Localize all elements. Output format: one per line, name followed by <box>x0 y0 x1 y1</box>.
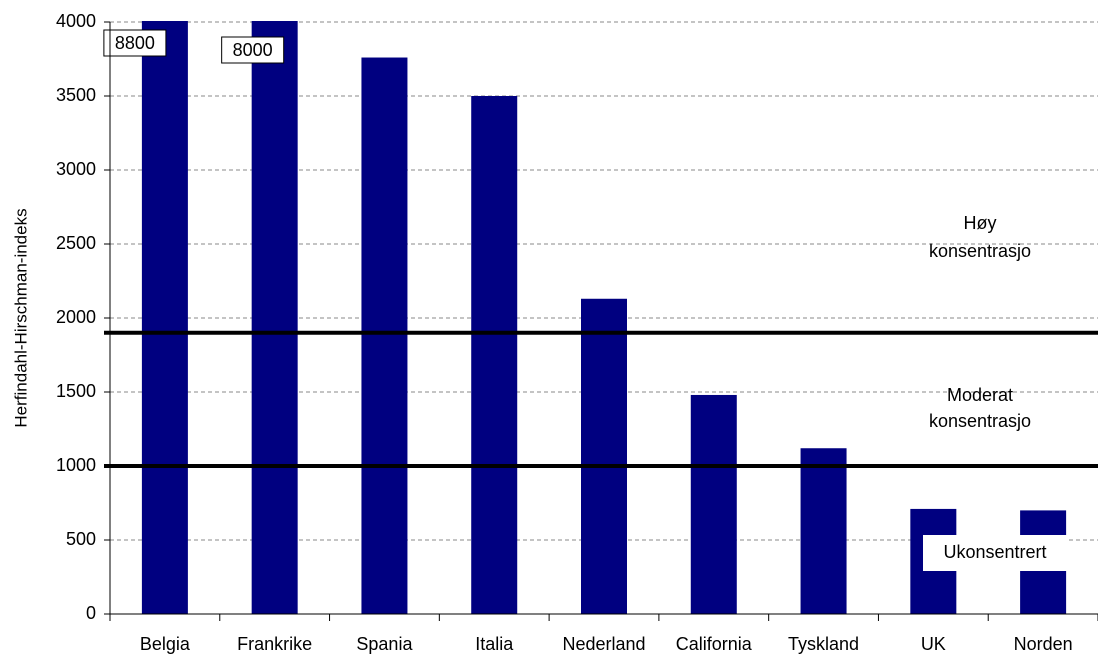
y-tick-label: 2000 <box>56 307 96 327</box>
annotation: konsentrasjo <box>929 411 1031 431</box>
annotation: Moderat <box>947 385 1013 405</box>
y-axis-label: Herfindahl-Hirschman-indeks <box>11 208 30 427</box>
y-tick-label: 3000 <box>56 159 96 179</box>
value-label: 8000 <box>233 40 273 60</box>
bar <box>581 298 627 614</box>
bar <box>361 57 408 614</box>
x-tick-label: UK <box>921 634 946 654</box>
x-tick-label: Spania <box>356 634 413 654</box>
bar <box>471 96 518 614</box>
y-tick-label: 2500 <box>56 233 96 253</box>
x-tick-label: Tyskland <box>788 634 859 654</box>
x-tick-label: Norden <box>1014 634 1073 654</box>
x-tick-label: California <box>676 634 753 654</box>
annotation: Ukonsentrert <box>943 542 1046 562</box>
bar <box>141 21 188 614</box>
y-tick-label: 1000 <box>56 455 96 475</box>
x-tick-label: Frankrike <box>237 634 312 654</box>
bar <box>800 448 847 614</box>
plot-area <box>141 21 1067 614</box>
value-label: 8800 <box>115 33 155 53</box>
bar <box>690 394 737 614</box>
value-label-box <box>103 29 167 57</box>
annotation: Høy <box>964 213 997 233</box>
annotation-box <box>923 535 1067 571</box>
y-tick-label: 1500 <box>56 381 96 401</box>
y-tick-label: 0 <box>86 603 96 623</box>
y-tick-label: 500 <box>66 529 96 549</box>
y-tick-label: 4000 <box>56 11 96 31</box>
y-tick-label: 3500 <box>56 85 96 105</box>
x-tick-label: Italia <box>475 634 514 654</box>
value-label-box <box>221 36 285 64</box>
bar <box>251 21 298 614</box>
x-tick-label: Nederland <box>562 634 645 654</box>
x-tick-label: Belgia <box>140 634 191 654</box>
annotation: konsentrasjo <box>929 241 1031 261</box>
